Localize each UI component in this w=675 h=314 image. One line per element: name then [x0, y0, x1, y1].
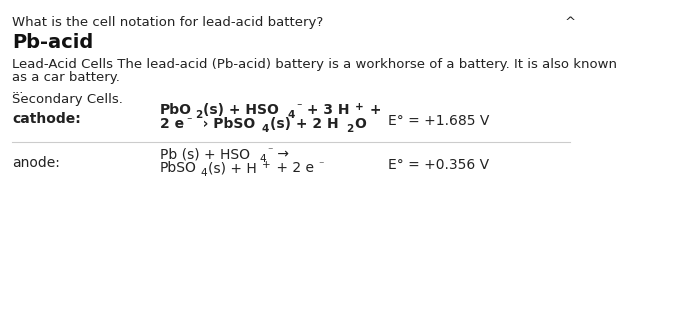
Text: (s) + 2 H: (s) + 2 H [270, 117, 339, 131]
Text: Secondary Cells.: Secondary Cells. [12, 93, 123, 106]
Text: →: → [273, 147, 290, 161]
Text: E° = +0.356 V: E° = +0.356 V [388, 158, 489, 172]
Text: ⁻: ⁻ [319, 160, 324, 170]
Text: › PbSO: › PbSO [192, 117, 254, 131]
Text: + 2 e: + 2 e [272, 161, 314, 175]
Text: 4: 4 [200, 167, 207, 177]
Text: as a car battery.: as a car battery. [12, 71, 120, 84]
Text: (s) + HSO: (s) + HSO [203, 103, 279, 117]
Text: 4: 4 [260, 154, 267, 164]
Text: 2 e: 2 e [159, 117, 184, 131]
Text: E° = +1.685 V: E° = +1.685 V [388, 114, 489, 128]
Text: What is the cell notation for lead-acid battery?: What is the cell notation for lead-acid … [12, 16, 323, 29]
Text: 2: 2 [195, 110, 202, 120]
Text: 2: 2 [346, 123, 354, 133]
Text: cathode:: cathode: [12, 112, 81, 126]
Text: (s) + H: (s) + H [208, 161, 256, 175]
Text: +: + [263, 160, 271, 170]
Text: Pb-acid: Pb-acid [12, 33, 93, 52]
Text: + 3 H: + 3 H [302, 103, 350, 117]
Text: +: + [364, 103, 381, 117]
Text: Lead-Acid Cells The lead-acid (Pb-acid) battery is a workhorse of a battery. It : Lead-Acid Cells The lead-acid (Pb-acid) … [12, 58, 617, 71]
Text: PbO: PbO [159, 103, 192, 117]
Text: anode:: anode: [12, 156, 60, 170]
Text: PbSO: PbSO [159, 161, 196, 175]
Text: Pb (s) + HSO: Pb (s) + HSO [159, 147, 250, 161]
Text: 4: 4 [288, 110, 295, 120]
Text: ...: ... [12, 83, 24, 96]
Text: ⁻: ⁻ [267, 146, 273, 156]
Text: +: + [355, 102, 364, 112]
Text: ⁻: ⁻ [186, 116, 192, 126]
Text: 4: 4 [262, 123, 269, 133]
Text: ⁻: ⁻ [296, 102, 302, 112]
Text: O: O [354, 117, 367, 131]
Text: ^: ^ [565, 16, 576, 29]
